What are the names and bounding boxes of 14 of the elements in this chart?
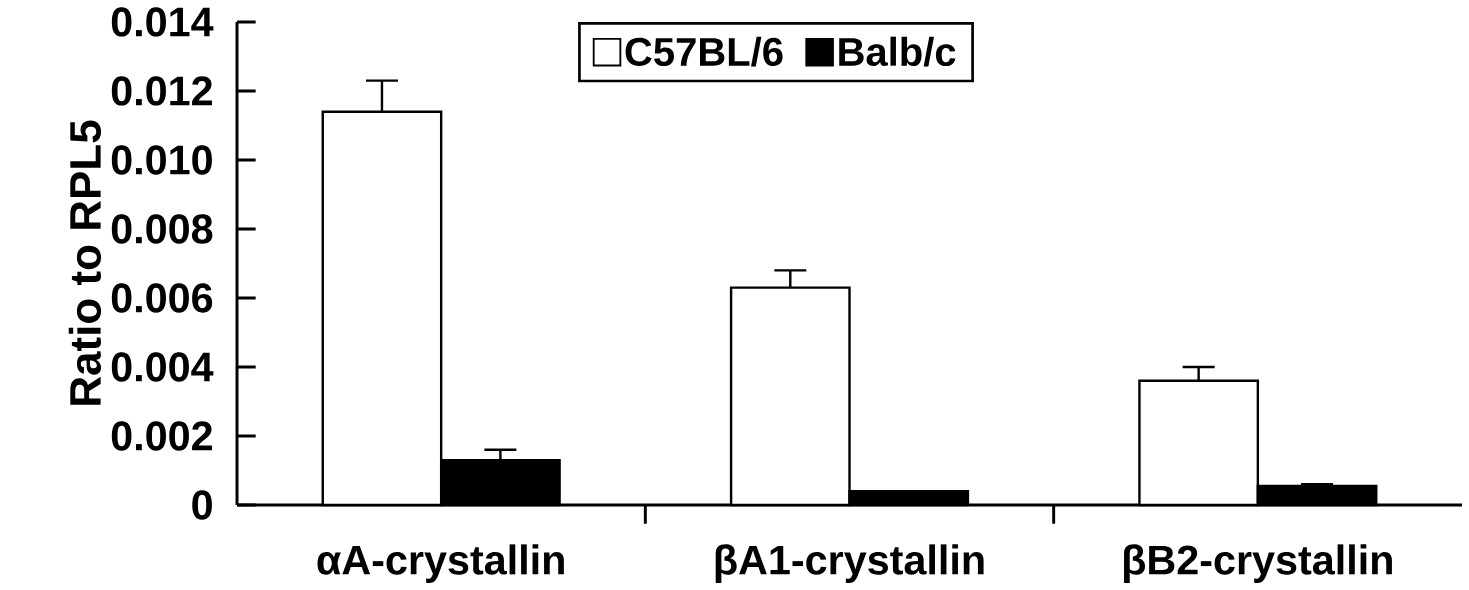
legend-label: C57BL/6 [625,36,783,67]
y-tick-label: 0.006 [111,283,213,313]
legend-label: Balb/c [839,36,956,67]
y-tick-label: 0.014 [111,7,214,37]
y-tick-label: 0.012 [111,76,212,106]
y-tick-label: 0.008 [111,214,213,244]
x-tick-label: βA1-crystallin [715,544,984,583]
y-tick-label: 0.010 [111,145,212,175]
y-tick-label: 0.004 [111,352,214,382]
x-tick-label: βB2-crystallin [1124,544,1392,583]
y-axis-title: Ratio to RPL5 [68,120,102,405]
x-tick-label: αA-crystallin [317,544,564,583]
y-tick-label: 0.002 [111,421,212,451]
y-tick-label: 0 [192,490,212,520]
